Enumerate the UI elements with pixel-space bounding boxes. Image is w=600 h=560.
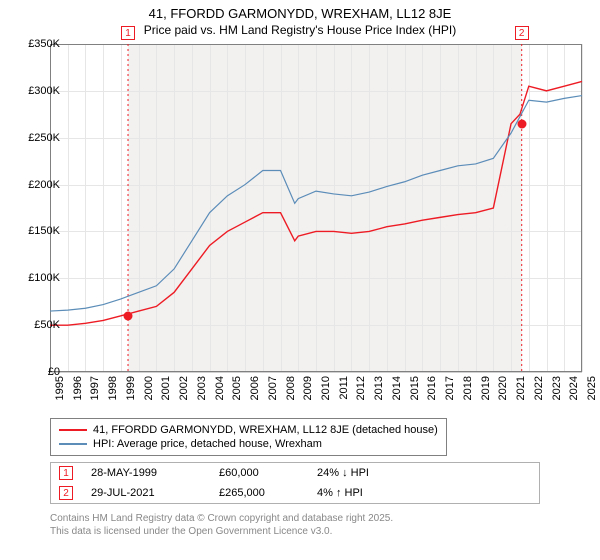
x-axis-label: 2011 bbox=[338, 376, 350, 400]
chart-series bbox=[50, 81, 582, 325]
transaction-pct: 4% ↑ HPI bbox=[317, 487, 417, 499]
y-axis-label: £350K bbox=[10, 38, 60, 50]
copyright: Contains HM Land Registry data © Crown c… bbox=[50, 512, 540, 538]
x-axis-label: 2007 bbox=[267, 376, 279, 400]
x-axis-label: 2005 bbox=[231, 376, 243, 400]
chart-container: 41, FFORDD GARMONYDD, WREXHAM, LL12 8JE … bbox=[0, 0, 600, 560]
x-axis-label: 2020 bbox=[497, 376, 509, 400]
x-axis-label: 2001 bbox=[160, 376, 172, 400]
x-axis-label: 2013 bbox=[373, 376, 385, 400]
transactions-table: 1 28-MAY-1999 £60,000 24% ↓ HPI 2 29-JUL-2021… bbox=[50, 462, 540, 504]
legend-item: HPI: Average price, detached house, Wrex… bbox=[59, 437, 438, 451]
x-axis-label: 2016 bbox=[426, 376, 438, 400]
transaction-row: 1 28-MAY-1999 £60,000 24% ↓ HPI bbox=[51, 463, 539, 483]
x-axis-label: 2014 bbox=[391, 376, 403, 400]
transaction-price: £60,000 bbox=[219, 467, 299, 479]
copyright-line1: Contains HM Land Registry data © Crown c… bbox=[50, 512, 540, 525]
transaction-marker: 1 bbox=[121, 26, 135, 40]
x-axis-label: 2003 bbox=[196, 376, 208, 400]
transaction-number: 1 bbox=[59, 466, 73, 480]
x-axis-label: 2010 bbox=[320, 376, 332, 400]
x-axis-label: 2012 bbox=[355, 376, 367, 400]
x-axis-label: 1997 bbox=[89, 376, 101, 400]
x-axis-label: 2002 bbox=[178, 376, 190, 400]
x-axis-label: 2025 bbox=[586, 376, 598, 400]
x-axis-label: 2019 bbox=[480, 376, 492, 400]
transaction-marker: 2 bbox=[515, 26, 529, 40]
legend-label: HPI: Average price, detached house, Wrex… bbox=[93, 438, 322, 450]
y-axis-label: £150K bbox=[10, 225, 60, 237]
transaction-number: 2 bbox=[59, 486, 73, 500]
x-axis-label: 2024 bbox=[568, 376, 580, 400]
transaction-point bbox=[517, 119, 526, 128]
x-axis-label: 2008 bbox=[285, 376, 297, 400]
x-axis-label: 2017 bbox=[444, 376, 456, 400]
x-axis-label: 2009 bbox=[302, 376, 314, 400]
x-axis-label: 1998 bbox=[107, 376, 119, 400]
transaction-row: 2 29-JUL-2021 £265,000 4% ↑ HPI bbox=[51, 483, 539, 503]
x-axis-label: 1999 bbox=[125, 376, 137, 400]
chart-series bbox=[50, 96, 582, 312]
legend-swatch bbox=[59, 443, 87, 445]
x-axis-label: 2018 bbox=[462, 376, 474, 400]
y-axis-label: £100K bbox=[10, 272, 60, 284]
transaction-point bbox=[124, 311, 133, 320]
chart-area bbox=[50, 44, 582, 372]
y-axis-label: £300K bbox=[10, 85, 60, 97]
transaction-date: 29-JUL-2021 bbox=[91, 487, 201, 499]
legend-swatch bbox=[59, 429, 87, 431]
x-axis-label: 2004 bbox=[214, 376, 226, 400]
y-axis-label: £250K bbox=[10, 132, 60, 144]
y-axis-label: £50K bbox=[10, 319, 60, 331]
y-axis-label: £0 bbox=[10, 366, 60, 378]
transaction-date: 28-MAY-1999 bbox=[91, 467, 201, 479]
x-axis-label: 2022 bbox=[533, 376, 545, 400]
x-axis-label: 2006 bbox=[249, 376, 261, 400]
x-axis-label: 2021 bbox=[515, 376, 527, 400]
chart-title: 41, FFORDD GARMONYDD, WREXHAM, LL12 8JE bbox=[0, 0, 600, 21]
x-axis-label: 1996 bbox=[72, 376, 84, 400]
transaction-pct: 24% ↓ HPI bbox=[317, 467, 417, 479]
x-axis-label: 1995 bbox=[54, 376, 66, 400]
chart-svg bbox=[50, 44, 582, 372]
legend: 41, FFORDD GARMONYDD, WREXHAM, LL12 8JE … bbox=[50, 418, 447, 456]
chart-subtitle: Price paid vs. HM Land Registry's House … bbox=[0, 21, 600, 37]
transaction-price: £265,000 bbox=[219, 487, 299, 499]
x-axis-label: 2000 bbox=[143, 376, 155, 400]
legend-item: 41, FFORDD GARMONYDD, WREXHAM, LL12 8JE … bbox=[59, 423, 438, 437]
copyright-line2: This data is licensed under the Open Gov… bbox=[50, 525, 540, 538]
x-axis-label: 2015 bbox=[409, 376, 421, 400]
legend-label: 41, FFORDD GARMONYDD, WREXHAM, LL12 8JE … bbox=[93, 424, 438, 436]
x-axis-label: 2023 bbox=[551, 376, 563, 400]
y-axis-label: £200K bbox=[10, 179, 60, 191]
